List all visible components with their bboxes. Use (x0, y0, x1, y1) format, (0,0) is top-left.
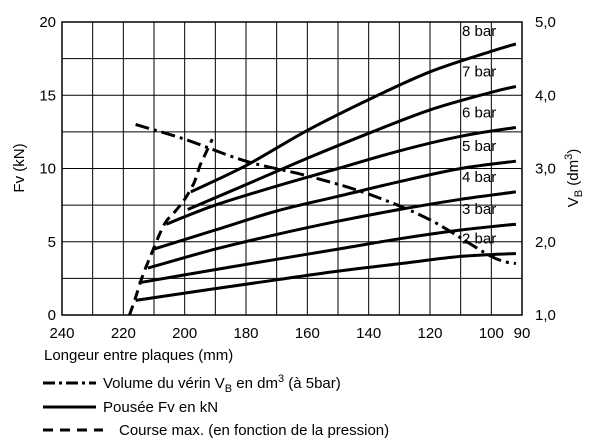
legend-label-volume: Volume du vérin VB en dm3 (à 5bar) (103, 373, 341, 395)
plot-frame (61, 21, 523, 316)
legend-volume-sup: 3 (278, 373, 284, 385)
legend-volume-end: (à 5bar) (284, 375, 341, 392)
y-right-label-sup: 3 (563, 154, 575, 160)
pousee-line (153, 159, 517, 251)
legend-label-pousee: Pousée Fv en kN (103, 399, 218, 416)
x-axis-label: Longeur entre plaques (mm) (44, 347, 233, 364)
series-label-2-bar: 2 bar (462, 230, 496, 247)
y-right-tick-label: 4,0 (535, 87, 556, 104)
x-tick-label: 120 (417, 325, 442, 342)
course-max-line (128, 138, 214, 316)
y-right-label-unit: (dm (565, 160, 582, 190)
series-layer (128, 42, 517, 316)
series-label-6-bar: 6 bar (462, 104, 496, 121)
pousee-line (165, 126, 517, 226)
y-right-tick-label: 5,0 (535, 14, 556, 31)
series-label-4-bar: 4 bar (462, 169, 496, 186)
y-left-tick-label: 5 (48, 234, 56, 251)
y-left-axis-label: Fv (kN) (11, 143, 28, 192)
y-right-label-main: V (565, 197, 582, 207)
legend-volume-main: Volume du vérin V (103, 375, 225, 392)
legend-volume-sub: B (225, 383, 232, 395)
y-right-tick-label: 3,0 (535, 161, 556, 178)
pousee-line (135, 252, 516, 302)
y-right-label-sub: B (573, 190, 585, 197)
y-right-tick-labels: 1,0 2,0 3,0 4,0 5,0 (535, 14, 556, 324)
y-right-label-end: ) (565, 149, 582, 154)
pousee-line (187, 85, 517, 211)
legend: Volume du vérin VB en dm3 (à 5bar) Pousé… (43, 373, 389, 439)
series-label-7-bar: 7 bar (462, 63, 496, 80)
legend-label-course: Course max. (en fonction de la pression) (119, 422, 389, 439)
series-label-5-bar: 5 bar (462, 138, 496, 155)
x-tick-label: 140 (356, 325, 381, 342)
series-label-8-bar: 8 bar (462, 23, 496, 40)
series-label-3-bar: 3 bar (462, 201, 496, 218)
y-right-tick-label: 1,0 (535, 307, 556, 324)
x-tick-label: 180 (233, 325, 258, 342)
x-tick-label: 90 (514, 325, 531, 342)
x-tick-labels: 240 220 200 180 160 140 120 100 90 (49, 325, 530, 342)
x-tick-label: 200 (172, 325, 197, 342)
series-labels: 8 bar 7 bar 6 bar 5 bar 4 bar 3 bar 2 bar (462, 23, 496, 247)
y-left-tick-label: 0 (48, 307, 56, 324)
x-tick-label: 160 (295, 325, 320, 342)
legend-volume-mid: en dm (232, 375, 278, 392)
y-right-tick-label: 2,0 (535, 234, 556, 251)
y-left-tick-labels: 0 5 10 15 20 (39, 14, 56, 324)
x-tick-label: 240 (49, 325, 74, 342)
y-right-axis-label: VB (dm3) (563, 149, 585, 207)
y-left-tick-label: 20 (39, 14, 56, 31)
pousee-line (147, 190, 517, 270)
pousee-line (138, 222, 517, 285)
y-left-tick-label: 10 (39, 161, 56, 178)
x-tick-label: 220 (111, 325, 136, 342)
volume-line (135, 123, 517, 266)
y-left-tick-label: 15 (39, 87, 56, 104)
pousee-line (190, 42, 517, 194)
x-tick-label: 100 (479, 325, 504, 342)
